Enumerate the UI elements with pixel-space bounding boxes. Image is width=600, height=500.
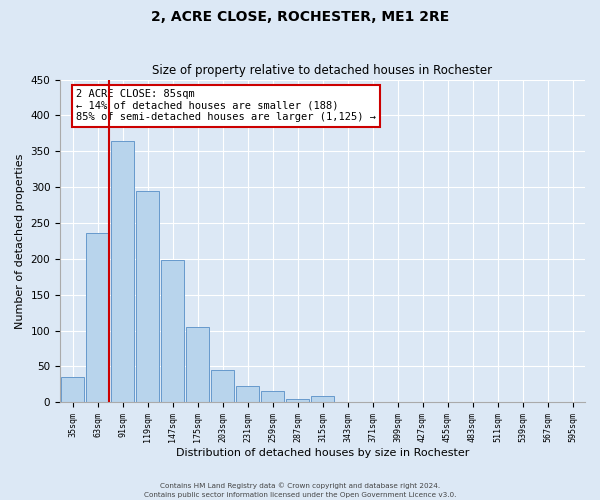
X-axis label: Distribution of detached houses by size in Rochester: Distribution of detached houses by size … — [176, 448, 469, 458]
Bar — [260, 392, 284, 402]
Bar — [61, 377, 85, 402]
Bar — [286, 400, 310, 402]
Text: Contains public sector information licensed under the Open Government Licence v3: Contains public sector information licen… — [144, 492, 456, 498]
Bar — [136, 190, 160, 402]
Title: Size of property relative to detached houses in Rochester: Size of property relative to detached ho… — [152, 64, 493, 77]
Bar — [110, 140, 134, 402]
Bar — [185, 327, 209, 402]
Y-axis label: Number of detached properties: Number of detached properties — [15, 153, 25, 328]
Bar — [236, 386, 259, 402]
Bar — [211, 370, 235, 402]
Text: 2, ACRE CLOSE, ROCHESTER, ME1 2RE: 2, ACRE CLOSE, ROCHESTER, ME1 2RE — [151, 10, 449, 24]
Bar — [161, 260, 184, 402]
Text: Contains HM Land Registry data © Crown copyright and database right 2024.: Contains HM Land Registry data © Crown c… — [160, 482, 440, 489]
Text: 2 ACRE CLOSE: 85sqm
← 14% of detached houses are smaller (188)
85% of semi-detac: 2 ACRE CLOSE: 85sqm ← 14% of detached ho… — [76, 89, 376, 122]
Bar — [311, 396, 334, 402]
Bar — [86, 233, 109, 402]
